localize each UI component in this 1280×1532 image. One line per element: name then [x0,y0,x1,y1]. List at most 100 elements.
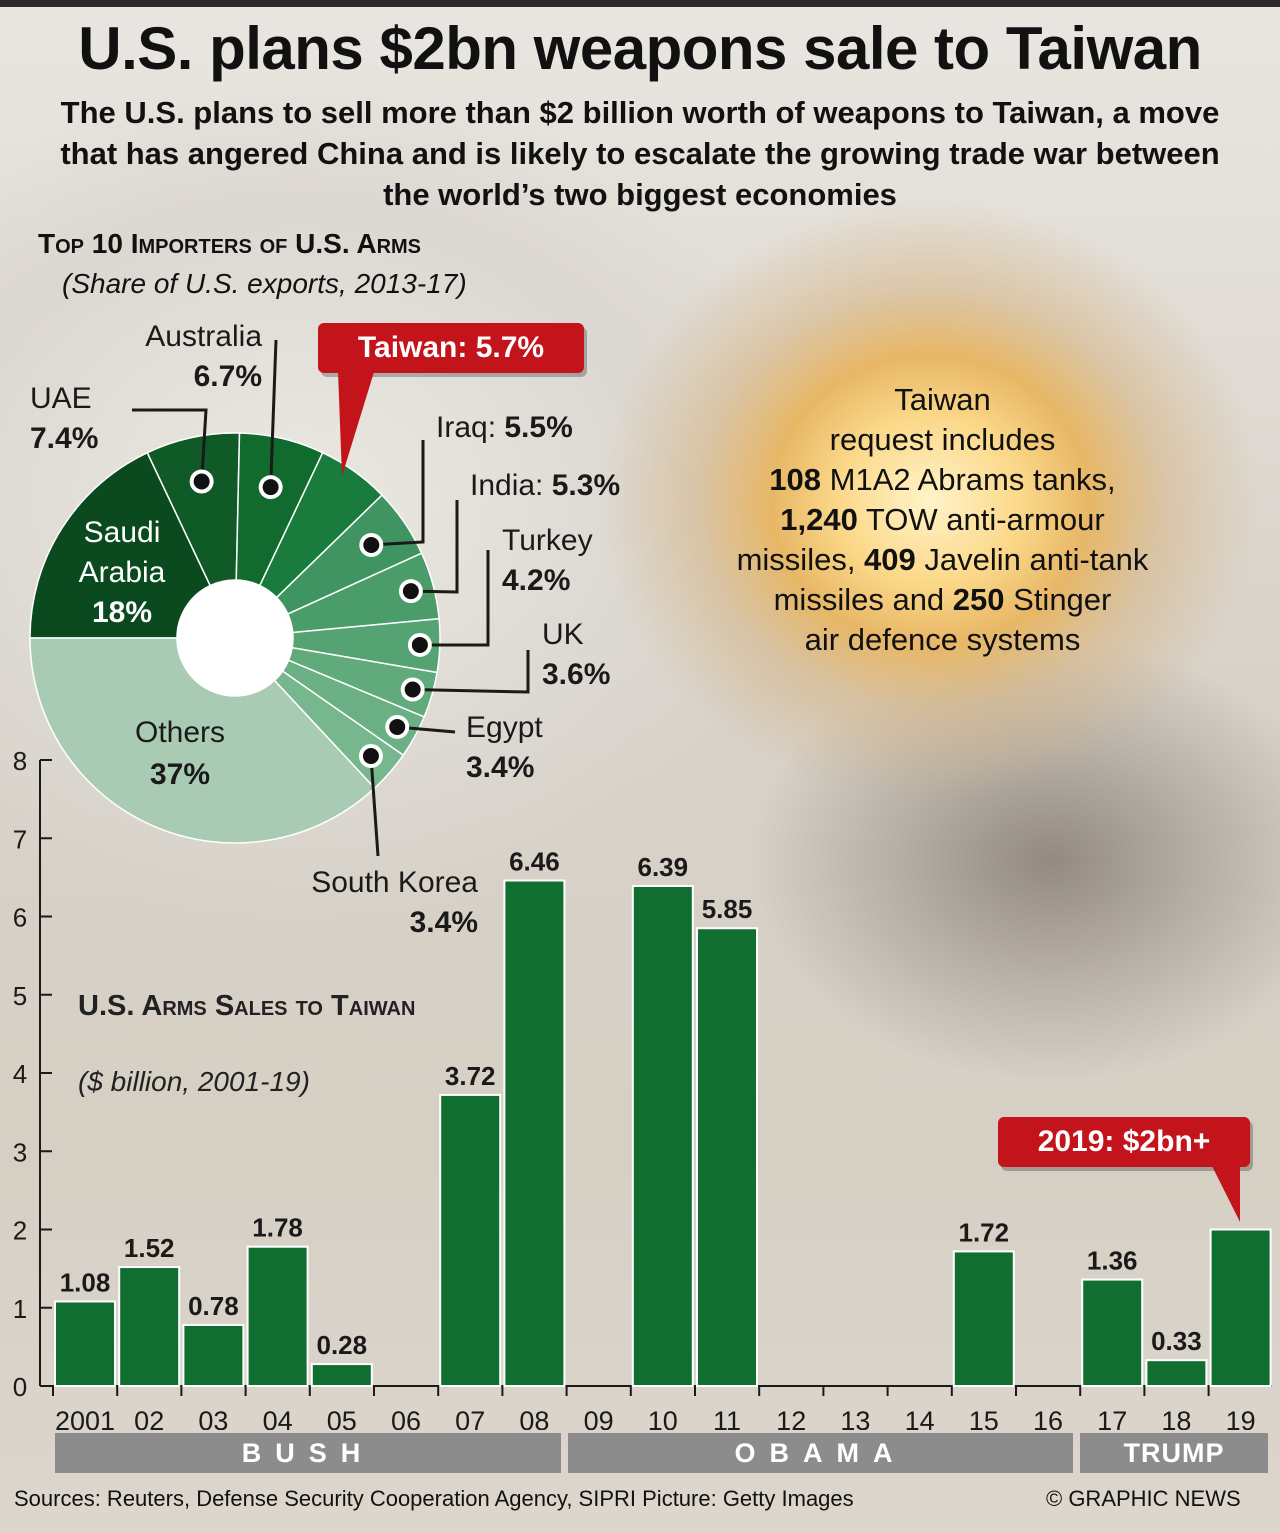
leader-line [369,755,380,857]
bar-17 [1081,1278,1144,1388]
uk-label: UK [542,618,584,651]
taiwan-request-text: Taiwan request includes 108 M1A2 Abrams … [690,380,1195,660]
slice-label: Arabia [79,556,166,589]
bar-08 [503,879,566,1387]
bar-value-label: 6.39 [637,852,688,882]
request-line: air defence systems [804,622,1081,657]
x-tick-label: 05 [327,1406,357,1430]
x-tick-label: 2001 [55,1406,115,1430]
bar-05 [310,1363,373,1388]
leader-dot [389,718,406,735]
donut-title: Top 10 Importers of U.S. Arms [38,228,422,259]
south-korea-value: 3.4% [410,906,478,939]
leader-dot [411,636,428,653]
x-tick-label: 14 [905,1406,935,1430]
y-tick-label: 1 [13,1294,27,1324]
x-tick-label: 09 [584,1406,614,1430]
request-line: Taiwan [894,382,991,417]
era-bush: BUSH [55,1433,561,1473]
leader-dot [363,536,380,553]
x-tick-label: 12 [776,1406,806,1430]
india-label: India: 5.3% [470,469,620,502]
bar-value-label: 0.33 [1151,1326,1202,1356]
uk-value: 3.6% [542,658,610,691]
leader-line [419,550,490,647]
leader-line [412,650,530,694]
turkey-label: Turkey [502,524,593,557]
donut-hole [177,580,293,696]
y-tick-label: 5 [13,981,27,1011]
uae-value: 7.4% [30,422,98,455]
bar-value-label: 5.85 [702,894,753,924]
leader-line [269,339,278,488]
y-tick-label: 4 [13,1059,27,1089]
top-rule [0,0,1280,7]
bar-02 [118,1266,181,1387]
y-tick-label: 7 [13,824,27,854]
south-korea-label: South Korea [311,866,478,899]
leader-dot [404,681,421,698]
request-line: missiles and 250 Stinger [773,582,1112,617]
bar-19 [1209,1228,1272,1387]
turkey-value: 4.2% [502,564,570,597]
leader-dot [262,479,279,496]
x-tick-label: 08 [519,1406,549,1430]
bar-18 [1145,1359,1208,1387]
era-obama: OBAMA [568,1433,1073,1473]
bar-value-label: 6.46 [509,847,560,877]
bar-value-label: 1.36 [1087,1246,1138,1276]
bar-03 [182,1323,245,1388]
bar-04 [246,1245,309,1388]
bar-chart-subtitle: ($ billion, 2001-19) [78,1066,310,1097]
bar-value-label: 0.78 [188,1291,239,1321]
y-tick-label: 3 [13,1137,27,1167]
y-tick-label: 6 [13,903,27,933]
x-tick-label: 13 [840,1406,870,1430]
australia-label: Australia [145,320,262,353]
bar-value-label: 0.28 [316,1330,367,1360]
leader-line [132,408,208,482]
x-tick-label: 03 [198,1406,228,1430]
request-line: missiles, 409 Javelin anti-tank [736,542,1149,577]
y-tick-label: 8 [13,746,27,776]
x-tick-label: 11 [713,1406,741,1430]
x-tick-label: 16 [1033,1406,1063,1430]
2019-callout: 2019: $2bn+ [998,1117,1250,1167]
leader-dot [362,747,379,764]
page-subtitle: The U.S. plans to sell more than $2 bill… [60,95,1220,212]
taiwan-callout: Taiwan: 5.7% [318,323,584,373]
request-line: 1,240 TOW anti-armour [780,502,1105,537]
bar-2001 [54,1300,116,1387]
iraq-label: Iraq: 5.5% [436,411,573,444]
slice-value: 37% [150,758,210,791]
x-tick-label: 06 [391,1406,421,1430]
bar-15 [952,1250,1015,1387]
egypt-value: 3.4% [466,751,534,784]
sources-credit: Sources: Reuters, Defense Security Coope… [14,1486,854,1511]
bar-value-label: 1.08 [60,1267,111,1297]
bar-value-label: 1.72 [958,1217,1009,1247]
x-tick-label: 17 [1097,1406,1127,1430]
bar-value-label: 1.52 [124,1233,175,1263]
leader-dot [193,473,210,490]
x-tick-label: 15 [969,1406,999,1430]
page-title: U.S. plans $2bn weapons sale to Taiwan [78,15,1202,82]
request-line: request includes [829,422,1056,457]
x-tick-label: 02 [134,1406,164,1430]
bar-07 [439,1093,502,1387]
x-tick-label: 10 [648,1406,678,1430]
slice-value: 18% [92,596,152,629]
x-tick-label: 07 [455,1406,485,1430]
copyright: © GRAPHIC NEWS [1046,1486,1241,1511]
slice-label: Saudi [84,516,161,549]
egypt-label: Egypt [466,711,543,744]
donut-subtitle: (Share of U.S. exports, 2013-17) [62,268,467,299]
y-tick-label: 0 [13,1372,27,1402]
leader-dot [402,583,419,600]
taiwan-callout-pointer [338,372,374,476]
bar-chart-title: U.S. Arms Sales to Taiwan [78,990,416,1022]
x-tick-label: 18 [1161,1406,1191,1430]
leader-line [371,440,425,547]
x-tick-label: 19 [1226,1406,1256,1430]
leader-line [410,500,459,594]
